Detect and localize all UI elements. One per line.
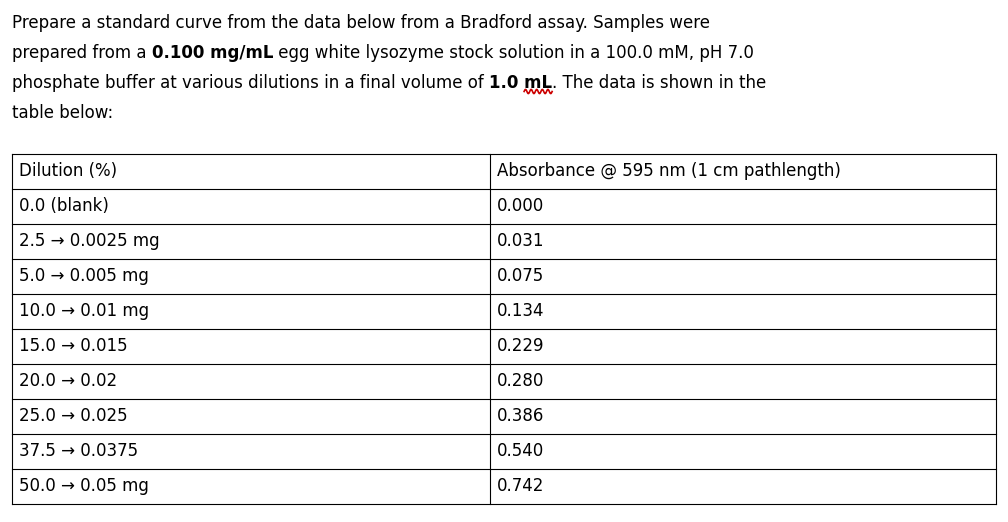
Text: egg white lysozyme stock solution in a 100.0 mM, pH 7.0: egg white lysozyme stock solution in a 1… — [273, 44, 754, 62]
Text: . The data is shown in the: . The data is shown in the — [552, 74, 766, 92]
Text: 10.0 → 0.01 mg: 10.0 → 0.01 mg — [19, 302, 149, 320]
Text: prepared from a: prepared from a — [12, 44, 152, 62]
Text: Prepare a standard curve from the data below from a Bradford assay. Samples were: Prepare a standard curve from the data b… — [12, 14, 710, 32]
Text: 1.0 mL: 1.0 mL — [489, 74, 552, 92]
Text: 0.540: 0.540 — [497, 442, 544, 460]
Text: phosphate buffer at various dilutions in a final volume of: phosphate buffer at various dilutions in… — [12, 74, 489, 92]
Text: 0.229: 0.229 — [497, 337, 544, 355]
Text: 37.5 → 0.0375: 37.5 → 0.0375 — [19, 442, 138, 460]
Text: 0.280: 0.280 — [497, 372, 544, 390]
Text: 2.5 → 0.0025 mg: 2.5 → 0.0025 mg — [19, 232, 159, 250]
Text: 0.075: 0.075 — [497, 267, 544, 285]
Text: 0.0 (blank): 0.0 (blank) — [19, 197, 109, 215]
Text: 0.031: 0.031 — [497, 232, 544, 250]
Text: Absorbance @ 595 nm (1 cm pathlength): Absorbance @ 595 nm (1 cm pathlength) — [497, 162, 841, 180]
Text: 0.742: 0.742 — [497, 477, 544, 495]
Text: 0.100 mg/mL: 0.100 mg/mL — [152, 44, 273, 62]
Text: 25.0 → 0.025: 25.0 → 0.025 — [19, 407, 128, 425]
Text: 0.386: 0.386 — [497, 407, 544, 425]
Text: table below:: table below: — [12, 104, 113, 122]
Text: 0.134: 0.134 — [497, 302, 544, 320]
Text: 5.0 → 0.005 mg: 5.0 → 0.005 mg — [19, 267, 149, 285]
Text: 15.0 → 0.015: 15.0 → 0.015 — [19, 337, 128, 355]
Text: 20.0 → 0.02: 20.0 → 0.02 — [19, 372, 117, 390]
Text: 50.0 → 0.05 mg: 50.0 → 0.05 mg — [19, 477, 149, 495]
Text: Dilution (%): Dilution (%) — [19, 162, 117, 180]
Text: 0.000: 0.000 — [497, 197, 544, 215]
